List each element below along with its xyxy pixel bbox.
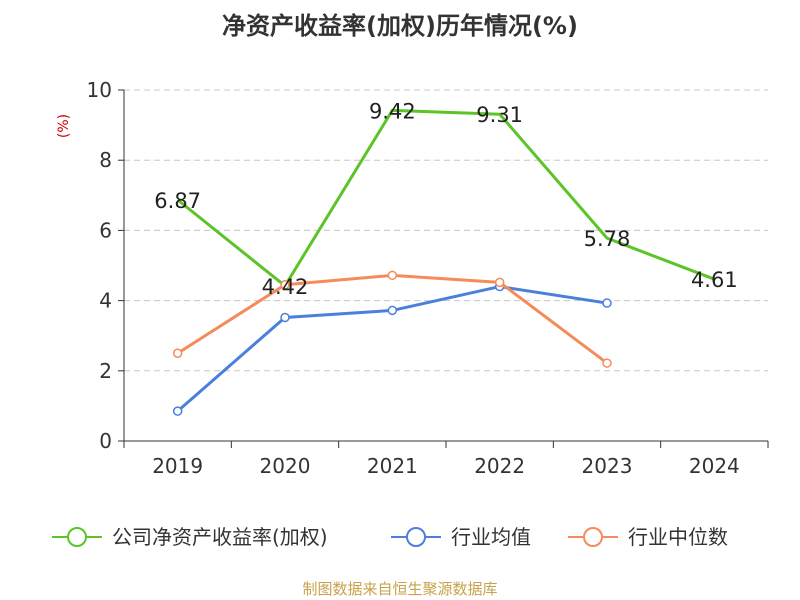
x-tick-label: 2020 [260,454,311,478]
y-axis-unit-label: (%) [56,114,72,138]
series-line-0 [176,108,715,288]
data-label: 9.42 [369,99,416,123]
data-label: 5.78 [584,227,631,251]
x-tick-label: 2023 [582,454,633,478]
legend-marker-0 [67,527,87,547]
series-point-2 [494,277,505,288]
y-tick-label: 8 [99,148,112,172]
x-axis-ticks: 2019 2020 2021 2022 2023 2024 [123,441,769,478]
series-point-1 [280,312,290,323]
data-label: 6.87 [154,189,201,213]
x-tick-label: 2019 [152,454,203,478]
y-tick-label: 10 [87,78,112,102]
legend: 公司净资产收益率(加权) 行业均值 行业中位数 [52,525,728,549]
series-point-1 [172,406,183,416]
data-label: 9.31 [476,103,523,127]
series-line-2 [176,273,608,365]
legend-marker-2 [583,527,603,547]
source-footer: 制图数据来自恒生聚源数据库 [302,580,498,598]
x-tick-label: 2021 [367,454,418,478]
series-point-1 [602,298,612,308]
gridlines [124,89,768,372]
legend-label-2[interactable]: 行业中位数 [628,525,728,549]
series-layer [172,108,715,416]
chart-title: 净资产收益率(加权)历年情况(%) [222,12,578,40]
series-line-1 [176,285,608,413]
y-tick-label: 4 [99,289,112,313]
series-point-2 [387,270,398,281]
y-tick-label: 2 [99,359,112,383]
series-point-2 [172,348,183,358]
x-tick-label: 2022 [474,454,525,478]
y-axis-ticks: 0 2 4 6 8 10 [87,78,124,453]
data-labels: 6.87 4.42 9.42 9.31 5.78 4.61 [154,99,737,299]
data-label: 4.42 [262,275,309,299]
series-point-2 [280,280,290,290]
axes [123,90,768,442]
x-tick-label: 2024 [689,454,740,478]
legend-label-0[interactable]: 公司净资产收益率(加权) [112,525,328,549]
y-tick-label: 0 [99,429,112,453]
y-tick-label: 6 [99,218,112,242]
series-point-1 [387,305,398,316]
legend-label-1[interactable]: 行业均值 [451,525,531,549]
legend-marker-1 [406,527,426,547]
data-label: 4.61 [691,268,738,292]
series-point-2 [602,358,612,368]
